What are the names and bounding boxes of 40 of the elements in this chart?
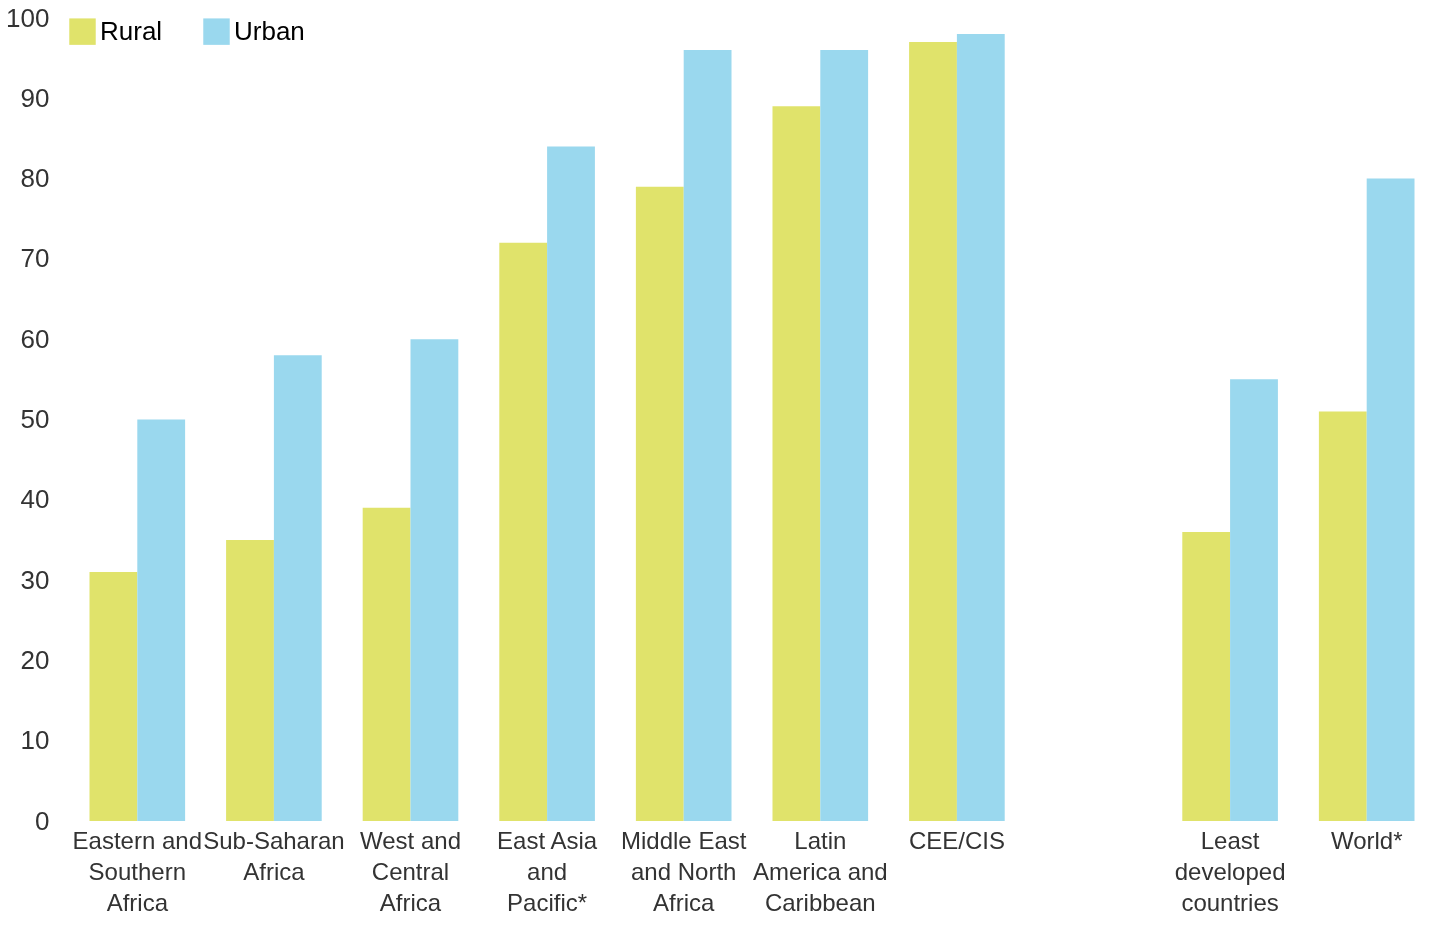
y-tick-label: 90 bbox=[20, 82, 50, 113]
bar bbox=[1182, 531, 1231, 821]
bar bbox=[362, 507, 411, 821]
bar bbox=[226, 539, 274, 821]
y-tick-label: 0 bbox=[35, 805, 50, 836]
y-tick-label: 50 bbox=[20, 404, 50, 434]
y-tick-label: 40 bbox=[20, 484, 50, 515]
y-tick-label: 10 bbox=[20, 725, 50, 756]
bar bbox=[683, 50, 732, 821]
x-tick-label: Middle East and North Africa bbox=[621, 826, 747, 916]
legend-label: Rural bbox=[100, 15, 163, 46]
bar bbox=[1318, 411, 1367, 821]
x-tick-label: Sub-Saharan Africa bbox=[203, 826, 345, 885]
bar bbox=[410, 339, 459, 821]
y-tick-label: 20 bbox=[20, 644, 50, 675]
y-tick-label: 100 bbox=[6, 2, 50, 33]
y-tick-label: 30 bbox=[20, 564, 50, 595]
bar bbox=[547, 146, 595, 821]
bar bbox=[820, 50, 869, 821]
bar bbox=[1230, 379, 1278, 821]
y-tick-label: 80 bbox=[20, 163, 50, 194]
x-tick-label: Eastern and Southern Africa bbox=[72, 826, 203, 916]
legend-label: Urban bbox=[234, 15, 305, 46]
x-tick-label: Least developed countries bbox=[1174, 826, 1286, 916]
bar bbox=[499, 242, 548, 821]
bar bbox=[956, 34, 1005, 821]
x-tick-label: CEE/CIS bbox=[908, 826, 1005, 854]
bar bbox=[772, 106, 821, 821]
bar bbox=[635, 186, 684, 821]
x-tick-label: West and Central Africa bbox=[360, 826, 461, 916]
bar bbox=[909, 42, 957, 821]
bar bbox=[89, 572, 138, 821]
y-tick-label: 60 bbox=[20, 323, 50, 354]
x-tick-label: East Asia and Pacific* bbox=[497, 826, 598, 916]
bar bbox=[137, 419, 186, 821]
y-tick-label: 70 bbox=[20, 243, 50, 274]
bar bbox=[1366, 178, 1415, 821]
x-tick-label: World* bbox=[1330, 826, 1403, 854]
bar bbox=[273, 355, 322, 821]
x-tick-label: Latin America and Caribbean bbox=[752, 826, 888, 916]
